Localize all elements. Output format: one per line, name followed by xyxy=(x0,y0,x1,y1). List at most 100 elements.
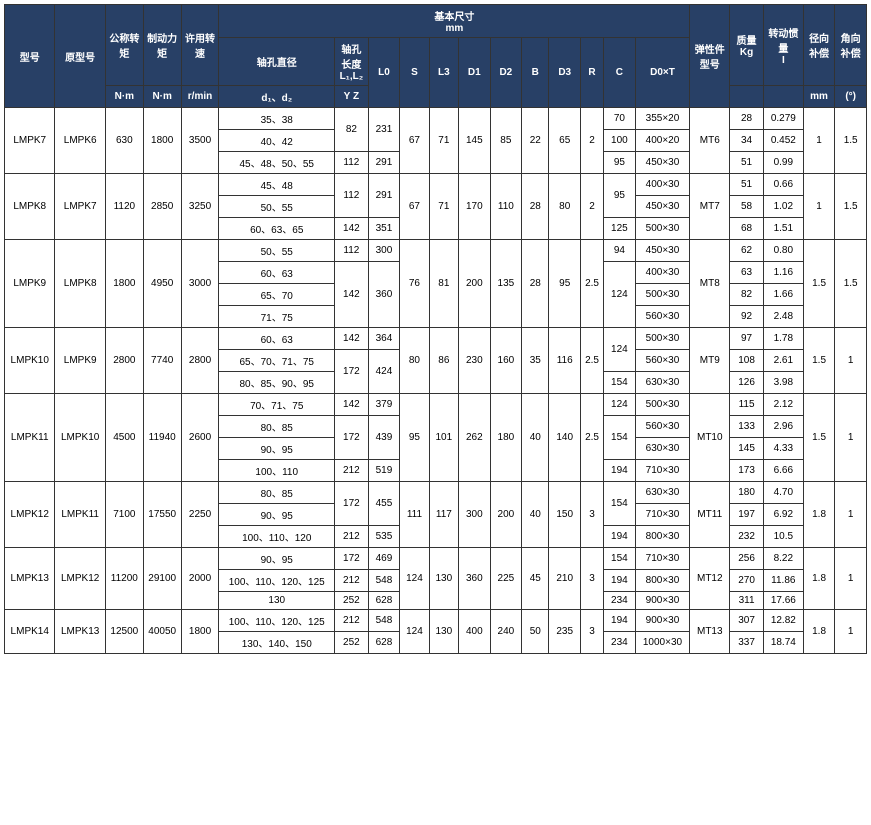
cell: 40050 xyxy=(143,610,181,654)
cell: 172 xyxy=(335,350,369,394)
col-shaft-len: 轴孔长度L₁,L₂ xyxy=(335,38,369,86)
cell: 95 xyxy=(400,394,429,482)
table-row: LMPK14LMPK1312500400501800100、110、120、12… xyxy=(5,610,867,632)
cell: 235 xyxy=(549,610,581,654)
unit-deg: (°) xyxy=(835,86,867,108)
cell: 400 xyxy=(459,610,491,654)
cell: 311 xyxy=(730,592,764,610)
cell: 450×30 xyxy=(635,240,690,262)
cell: 90、95 xyxy=(219,548,335,570)
cell: 240 xyxy=(490,610,522,654)
cell: 154 xyxy=(604,548,636,570)
cell: 58 xyxy=(730,196,764,218)
cell: 50、55 xyxy=(219,240,335,262)
cell: 548 xyxy=(368,570,400,592)
cell: LMPK8 xyxy=(55,240,105,328)
cell: 12.82 xyxy=(763,610,803,632)
cell: 124 xyxy=(604,262,636,328)
cell: 2.5 xyxy=(580,240,603,328)
cell: 2.5 xyxy=(580,328,603,394)
cell: 360 xyxy=(368,262,400,328)
cell: 4.70 xyxy=(763,482,803,504)
cell: 231 xyxy=(368,108,400,152)
cell: 1.5 xyxy=(803,240,835,328)
cell: 82 xyxy=(335,108,369,152)
cell: 172 xyxy=(335,482,369,526)
cell: LMPK11 xyxy=(5,394,55,482)
unit-nm2: N·m xyxy=(143,86,181,108)
cell: 10.5 xyxy=(763,526,803,548)
cell: 60、63 xyxy=(219,262,335,284)
cell: 1.51 xyxy=(763,218,803,240)
cell: 76 xyxy=(400,240,429,328)
cell: 101 xyxy=(429,394,458,482)
table-row: LMPK10LMPK928007740280060、63142364808623… xyxy=(5,328,867,350)
cell: 100 xyxy=(604,130,636,152)
cell: 630×30 xyxy=(635,482,690,504)
cell: 2850 xyxy=(143,174,181,240)
cell: 364 xyxy=(368,328,400,350)
cell: 230 xyxy=(459,328,491,394)
cell: 200 xyxy=(459,240,491,328)
cell: 360 xyxy=(459,548,491,610)
cell: 4500 xyxy=(105,394,143,482)
cell: 2.61 xyxy=(763,350,803,372)
cell: 1 xyxy=(835,548,867,610)
cell: 630×30 xyxy=(635,372,690,394)
cell: 140 xyxy=(549,394,581,482)
cell: 291 xyxy=(368,152,400,174)
cell: 116 xyxy=(549,328,581,394)
col-d1d2: d₁、d₂ xyxy=(219,86,335,108)
cell: 1 xyxy=(835,328,867,394)
cell: 150 xyxy=(549,482,581,548)
cell: 1 xyxy=(835,394,867,482)
cell: 142 xyxy=(335,218,369,240)
cell: 450×30 xyxy=(635,196,690,218)
cell: 0.452 xyxy=(763,130,803,152)
cell: 2800 xyxy=(105,328,143,394)
cell: 29100 xyxy=(143,548,181,610)
col-elastic: 弹性件型号 xyxy=(690,5,730,108)
cell: 60、63、65 xyxy=(219,218,335,240)
cell: 80、85 xyxy=(219,482,335,504)
cell: 2 xyxy=(580,174,603,240)
cell: 80、85 xyxy=(219,416,335,438)
cell: 300 xyxy=(459,482,491,548)
cell: 1.5 xyxy=(803,328,835,394)
cell: 70、71、75 xyxy=(219,394,335,416)
table-row: LMPK8LMPK711202850325045、481122916771170… xyxy=(5,174,867,196)
cell: 8.22 xyxy=(763,548,803,570)
cell: 67 xyxy=(400,174,429,240)
cell: 1.5 xyxy=(835,174,867,240)
cell: 130 xyxy=(219,592,335,610)
cell: 135 xyxy=(490,240,522,328)
unit-mass-blank xyxy=(730,86,764,108)
cell: 154 xyxy=(604,372,636,394)
cell: 439 xyxy=(368,416,400,460)
cell: 800×30 xyxy=(635,570,690,592)
cell: 1.5 xyxy=(803,394,835,482)
cell: 424 xyxy=(368,350,400,394)
cell: 65、70 xyxy=(219,284,335,306)
cell: 0.99 xyxy=(763,152,803,174)
cell: 1 xyxy=(803,108,835,174)
table-body: LMPK7LMPK66301800350035、3882231677114585… xyxy=(5,108,867,654)
cell: 50 xyxy=(522,610,549,654)
cell: 100、110、120、125 xyxy=(219,570,335,592)
cell: 2800 xyxy=(181,328,219,394)
cell: 90、95 xyxy=(219,504,335,526)
cell: 200 xyxy=(490,482,522,548)
cell: 1 xyxy=(835,482,867,548)
col-s: S xyxy=(400,38,429,108)
cell: 1.78 xyxy=(763,328,803,350)
cell: 28 xyxy=(522,174,549,240)
spec-table: 型号 原型号 公称转矩 制动力矩 许用转速 基本尺寸mm 弹性件型号 质量Kg … xyxy=(4,4,867,654)
cell: 194 xyxy=(604,610,636,632)
col-speed: 许用转速 xyxy=(181,5,219,86)
cell: 124 xyxy=(400,548,429,610)
col-mass: 质量Kg xyxy=(730,5,764,86)
table-header: 型号 原型号 公称转矩 制动力矩 许用转速 基本尺寸mm 弹性件型号 质量Kg … xyxy=(5,5,867,108)
cell: 351 xyxy=(368,218,400,240)
cell: 142 xyxy=(335,262,369,328)
cell: LMPK6 xyxy=(55,108,105,174)
